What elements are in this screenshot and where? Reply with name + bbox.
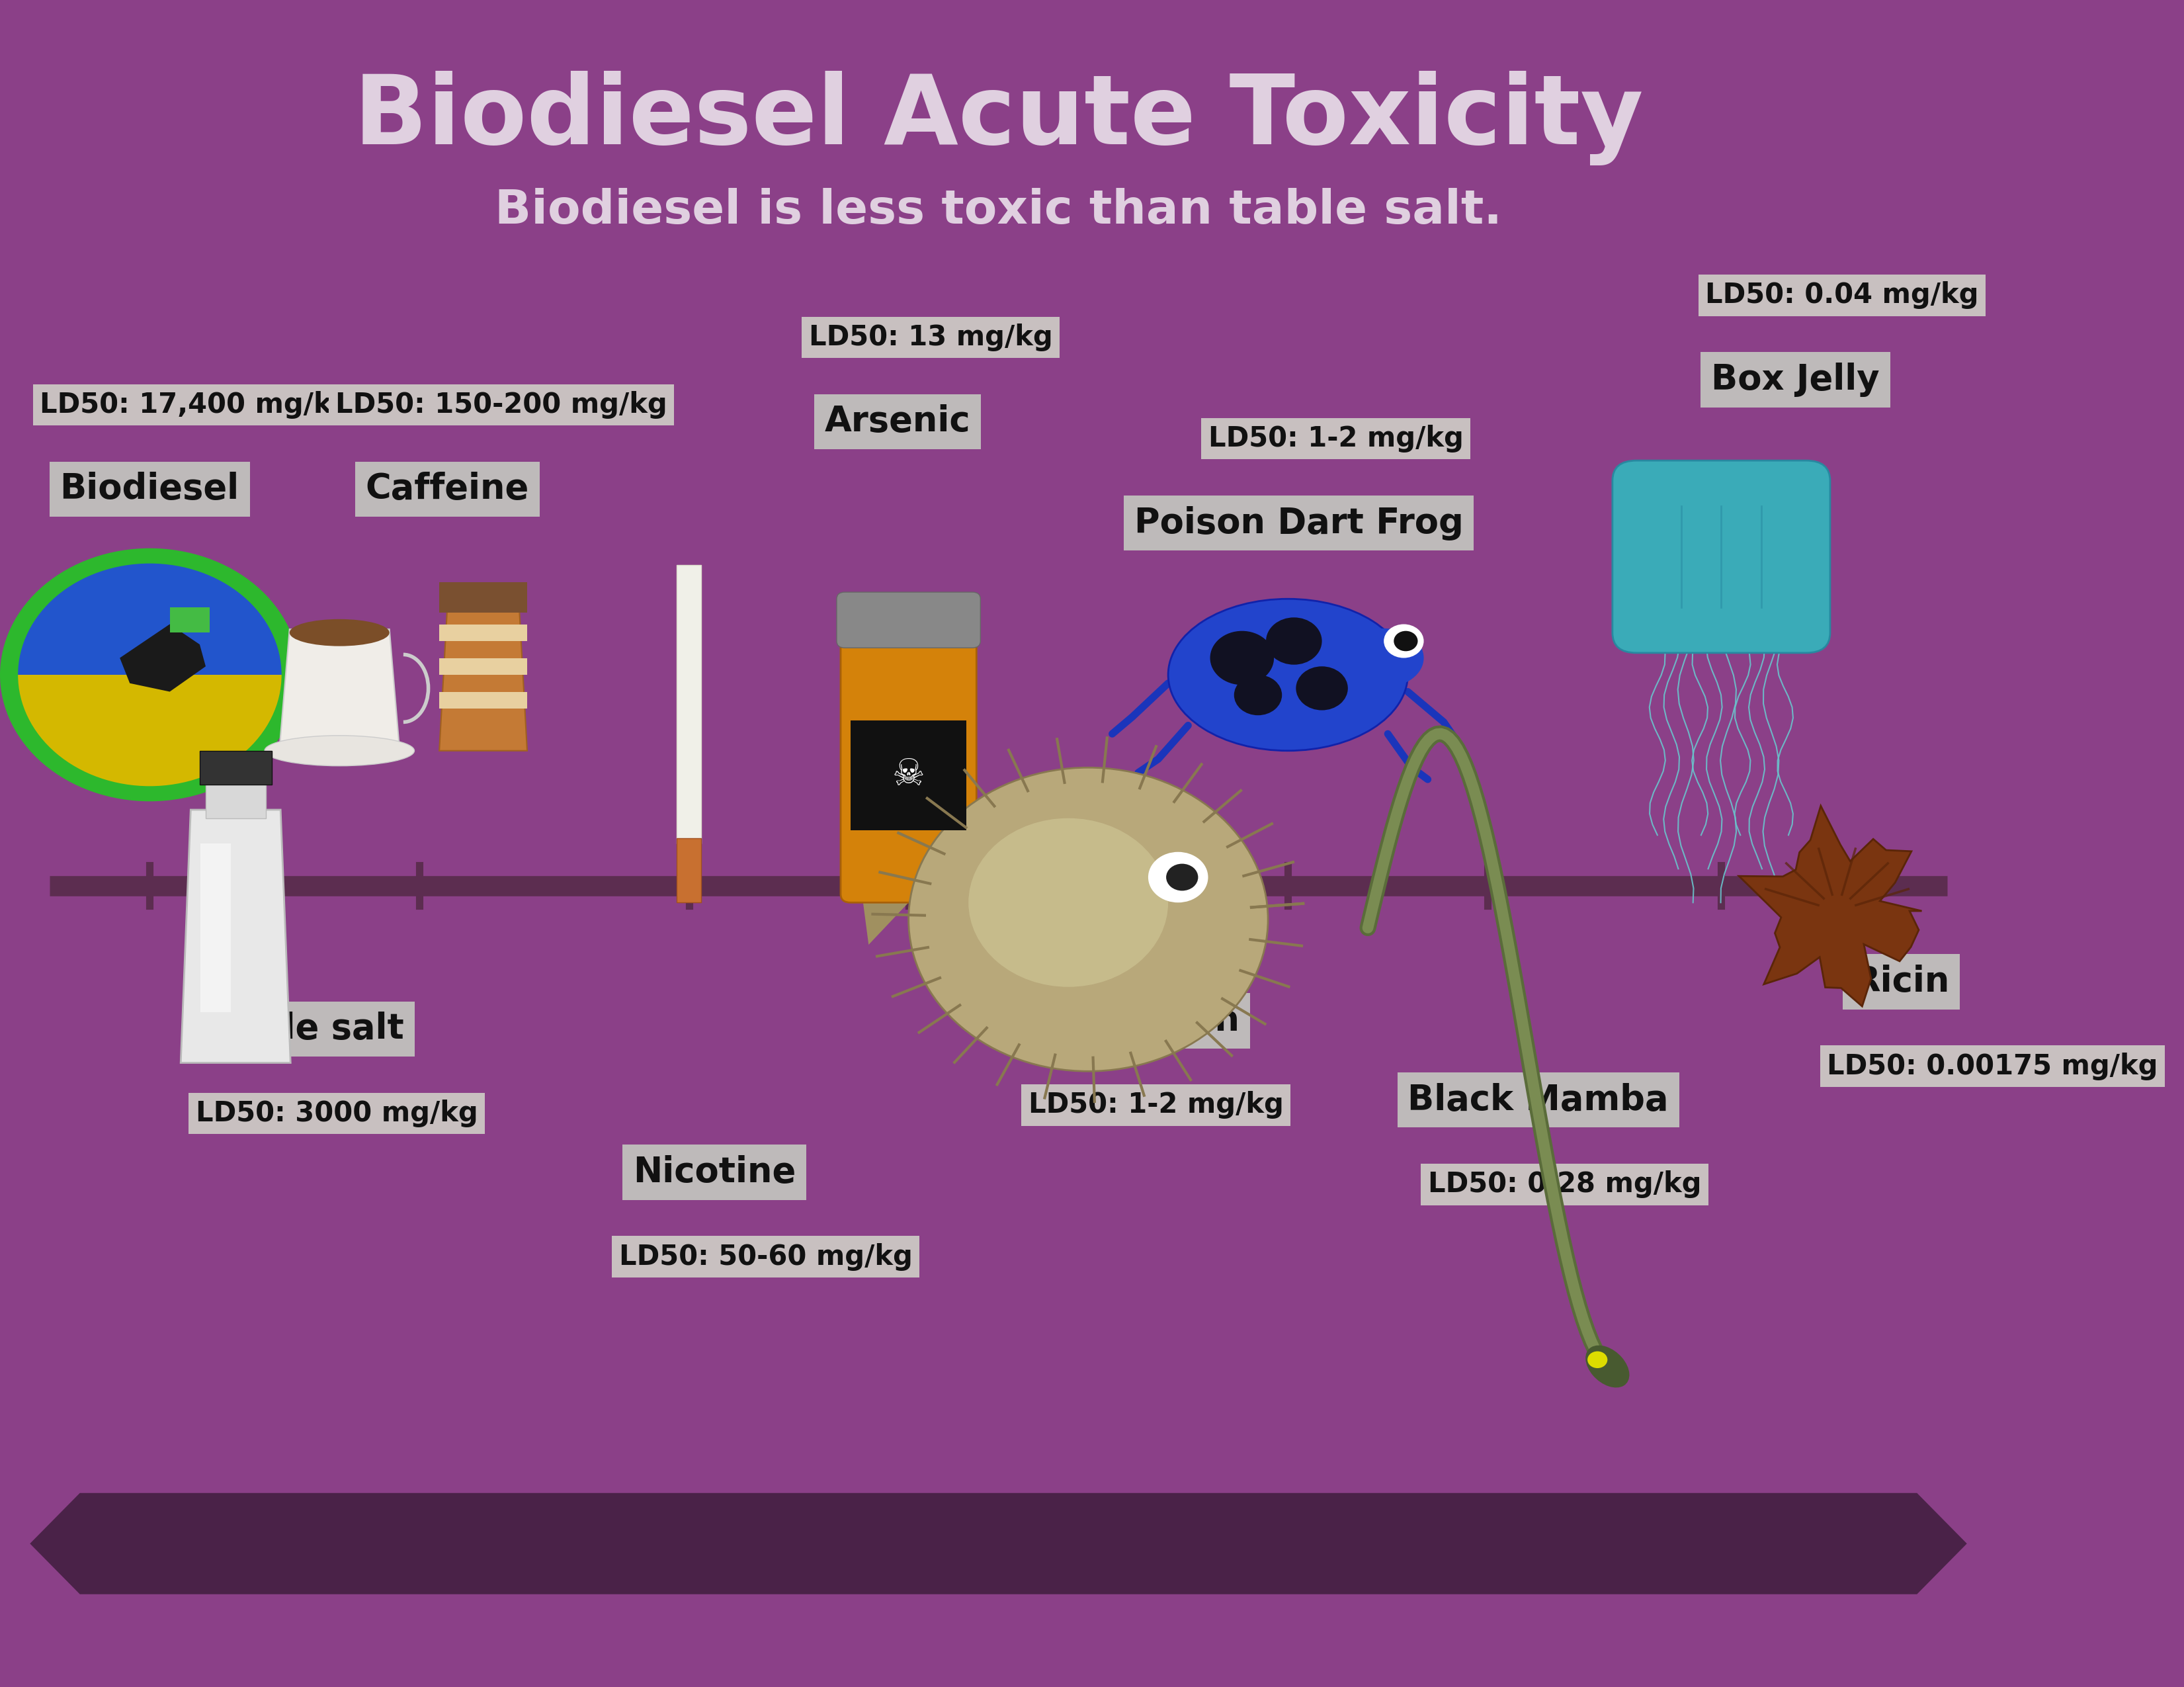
- Text: Biodiesel is less toxic than table salt.: Biodiesel is less toxic than table salt.: [496, 187, 1503, 234]
- Bar: [850, 720, 968, 830]
- Bar: [677, 565, 701, 844]
- Circle shape: [1149, 852, 1208, 903]
- Polygon shape: [120, 624, 205, 692]
- Circle shape: [1393, 631, 1417, 651]
- Text: LD50: 50-60 mg/kg: LD50: 50-60 mg/kg: [618, 1243, 913, 1270]
- Bar: [205, 776, 266, 818]
- FancyBboxPatch shape: [841, 633, 976, 903]
- Wedge shape: [17, 675, 282, 786]
- Text: ☠: ☠: [891, 757, 926, 793]
- Text: LD50: 0.00175 mg/kg: LD50: 0.00175 mg/kg: [1828, 1053, 2158, 1080]
- Ellipse shape: [1343, 629, 1424, 688]
- Bar: [677, 838, 701, 903]
- Circle shape: [909, 768, 1269, 1071]
- Polygon shape: [280, 629, 400, 747]
- Text: LD50: 0.28 mg/kg: LD50: 0.28 mg/kg: [1428, 1171, 1701, 1198]
- Polygon shape: [170, 607, 210, 633]
- Text: Biodiesel: Biodiesel: [59, 472, 240, 506]
- Text: Puffer Fish: Puffer Fish: [1024, 1004, 1238, 1038]
- Circle shape: [0, 548, 299, 801]
- Circle shape: [968, 818, 1168, 987]
- Ellipse shape: [1586, 1345, 1629, 1388]
- Text: Black Mamba: Black Mamba: [1409, 1083, 1669, 1117]
- Bar: [439, 582, 526, 612]
- Polygon shape: [858, 869, 909, 945]
- Bar: [439, 658, 526, 675]
- FancyBboxPatch shape: [1612, 461, 1830, 653]
- Text: LD50: 3000 mg/kg: LD50: 3000 mg/kg: [197, 1100, 478, 1127]
- Bar: [439, 692, 526, 709]
- Circle shape: [1267, 617, 1321, 665]
- Text: Ricin: Ricin: [1852, 965, 1948, 999]
- Text: Table salt: Table salt: [216, 1012, 404, 1046]
- FancyBboxPatch shape: [836, 592, 981, 648]
- Text: Arsenic: Arsenic: [826, 405, 970, 439]
- Text: LD50: 150-200 mg/kg: LD50: 150-200 mg/kg: [336, 391, 668, 418]
- Bar: [201, 844, 232, 1012]
- Polygon shape: [31, 1493, 1968, 1594]
- Circle shape: [1385, 624, 1424, 658]
- Circle shape: [1210, 631, 1273, 685]
- Text: Caffeine: Caffeine: [365, 472, 529, 506]
- Text: Poison Dart Frog: Poison Dart Frog: [1133, 506, 1463, 540]
- Text: More Toxic: More Toxic: [1540, 1520, 1828, 1567]
- Circle shape: [1295, 666, 1348, 710]
- Polygon shape: [1738, 806, 1922, 1007]
- Polygon shape: [181, 810, 290, 1063]
- Text: LD50: 13 mg/kg: LD50: 13 mg/kg: [808, 324, 1053, 351]
- Text: Less Toxic: Less Toxic: [170, 1520, 441, 1567]
- Polygon shape: [439, 607, 526, 751]
- Text: Nicotine: Nicotine: [633, 1156, 795, 1189]
- Text: Box Jelly: Box Jelly: [1712, 363, 1880, 396]
- Text: LD50: 17,400 mg/kg: LD50: 17,400 mg/kg: [39, 391, 352, 418]
- Ellipse shape: [1168, 599, 1409, 751]
- Wedge shape: [17, 563, 282, 675]
- Text: Biodiesel Acute Toxicity: Biodiesel Acute Toxicity: [354, 71, 1642, 165]
- Bar: [439, 624, 526, 641]
- Ellipse shape: [264, 736, 415, 766]
- Text: LD50: 1-2 mg/kg: LD50: 1-2 mg/kg: [1208, 425, 1463, 452]
- Circle shape: [1234, 675, 1282, 715]
- Bar: [199, 751, 271, 784]
- Ellipse shape: [290, 619, 389, 646]
- Text: LD50: 0.04 mg/kg: LD50: 0.04 mg/kg: [1706, 282, 1979, 309]
- Text: LD50: 1-2 mg/kg: LD50: 1-2 mg/kg: [1029, 1091, 1284, 1118]
- Circle shape: [1588, 1351, 1607, 1368]
- Circle shape: [1166, 864, 1199, 891]
